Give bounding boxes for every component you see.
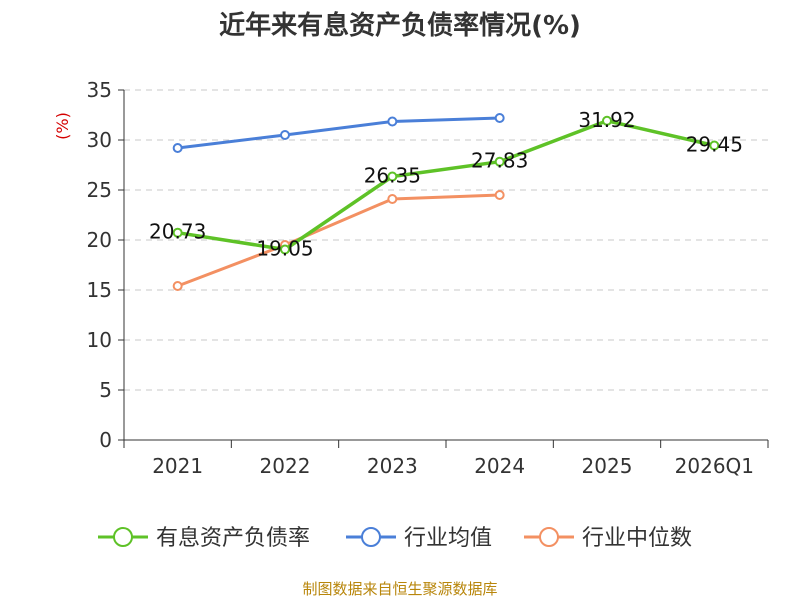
data-point [280,244,290,255]
chart-title: 近年来有息资产负债率情况(%) [219,10,581,41]
data-labels: 20.73 19.05 26.35 27.83 31.92 29.45 [149,108,743,261]
legend-label: 有息资产负债率 [156,526,310,551]
x-tick-label: 2024 [474,454,525,478]
series-line [177,119,715,252]
data-point [494,113,505,123]
y-tick-label: 5 [99,378,112,402]
legend-label: 行业均值 [404,526,492,551]
data-point [172,227,183,238]
axes [118,89,769,448]
data-point [172,143,183,153]
x-tick-label: 2022 [260,454,311,478]
legend-label: 行业中位数 [582,526,692,551]
data-label: 31.92 [578,108,635,132]
x-tick-label: 2025 [582,454,633,478]
x-tick-label: 2023 [367,454,418,478]
legend: 有息资产负债率 行业均值 行业中位数 [98,526,692,551]
source-text: 制图数据来自恒生聚源数据库 [302,580,497,598]
data-point [387,194,398,204]
data-point [172,281,183,291]
legend-marker [361,527,381,547]
y-tick-label: 35 [87,78,112,102]
series-line [177,193,500,288]
y-tick-labels: 0 5 10 15 20 25 30 35 [87,78,112,452]
data-point [602,115,612,126]
data-point [494,156,505,167]
grid-lines [124,89,768,391]
y-tick-label: 25 [87,178,112,202]
x-tick-label: 2021 [152,454,203,478]
legend-marker [113,527,133,547]
legend-marker [539,527,559,547]
y-tick-label: 10 [87,328,112,352]
data-point [387,116,398,127]
data-label: 20.73 [149,220,206,244]
data-point [494,190,505,200]
y-axis-label: (%) [53,112,72,140]
y-tick-label: 0 [99,428,112,452]
y-tick-label: 30 [87,128,112,152]
x-tick-label: 2026Q1 [675,454,754,478]
data-label: 27.83 [471,149,528,173]
data-point [280,130,290,140]
data-label: 26.35 [364,164,421,188]
data-label: 29.45 [686,133,743,157]
y-tick-label: 20 [87,228,112,252]
data-point [709,140,720,151]
series-line [177,116,500,150]
data-point [387,171,398,182]
series-group [172,113,720,291]
data-label: 19.05 [256,237,313,261]
x-tick-labels: 2021 2022 2023 2024 2025 2026Q1 [152,454,754,478]
y-tick-label: 15 [87,278,112,302]
